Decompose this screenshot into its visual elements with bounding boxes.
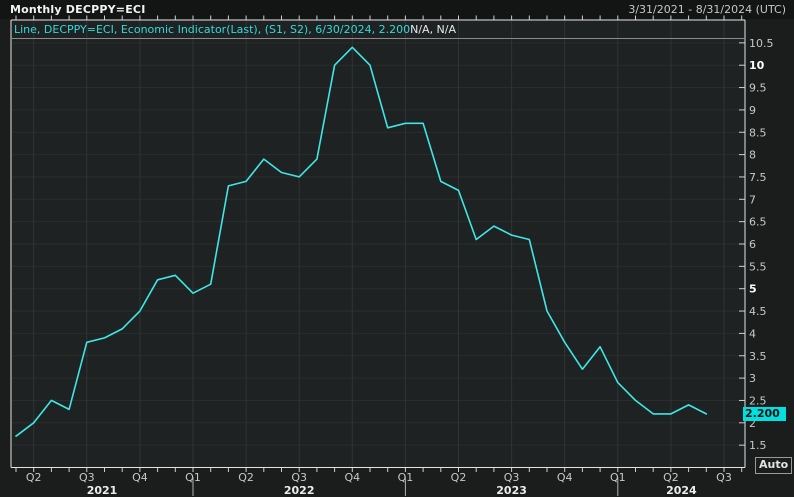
y-tick-label: 2.5 (749, 394, 767, 407)
quarter-tick-label: Q4 (132, 471, 148, 484)
y-tick-label: 10.5 (749, 37, 774, 50)
y-tick-label: 4.5 (749, 305, 767, 318)
y-tick-label: 6 (749, 238, 756, 251)
quarter-tick-label: Q3 (716, 471, 732, 484)
year-label: 2024 (666, 484, 697, 497)
y-tick-label: 6.5 (749, 216, 767, 229)
y-tick-label: 8 (749, 149, 756, 162)
auto-scale-button[interactable]: Auto (755, 457, 793, 474)
year-label: 2021 (87, 484, 118, 497)
y-tick-label: 9 (749, 104, 756, 117)
series-legend-text: Line, DECPPY=ECI, Economic Indicator(Las… (14, 23, 411, 36)
y-tick-label: 5 (749, 283, 757, 296)
date-range-label: 3/31/2021 - 8/31/2024 (UTC) (628, 3, 786, 16)
quarter-tick-label: Q2 (663, 471, 679, 484)
quarter-tick-label: Q2 (238, 471, 254, 484)
y-tick-label: 3 (749, 372, 756, 385)
year-label: 2023 (496, 484, 527, 497)
quarter-tick-label: Q4 (557, 471, 573, 484)
y-tick-label: 2 (749, 417, 756, 430)
quarter-tick-label: Q2 (451, 471, 467, 484)
y-tick-label: 4 (749, 327, 756, 340)
quarter-tick-label: Q4 (344, 471, 360, 484)
y-tick-label: 9.5 (749, 82, 767, 95)
y-tick-label: 5.5 (749, 260, 767, 273)
quarter-tick-label: Q3 (504, 471, 520, 484)
series-legend[interactable]: Line, DECPPY=ECI, Economic Indicator(Las… (14, 22, 456, 37)
quarter-tick-label: Q3 (79, 471, 95, 484)
series-legend-na-text: N/A, N/A (410, 23, 457, 36)
last-price-label: 2.200 (743, 407, 786, 421)
y-tick-label: 7.5 (749, 171, 767, 184)
y-tick-label: 7 (749, 193, 756, 206)
price-line-series[interactable] (15, 46, 708, 437)
quarter-tick-label: Q3 (291, 471, 307, 484)
year-label: 2022 (284, 484, 315, 497)
y-tick-label: 1.5 (749, 439, 767, 452)
y-tick-label: 3.5 (749, 350, 767, 363)
quarter-tick-label: Q2 (26, 471, 42, 484)
y-tick-label: 10 (749, 59, 765, 72)
chart-title-bar: Monthly DECPPY=ECI 3/31/2021 - 8/31/2024… (0, 0, 794, 19)
chart-title: Monthly DECPPY=ECI (10, 3, 146, 16)
y-tick-label: 8.5 (749, 126, 767, 139)
